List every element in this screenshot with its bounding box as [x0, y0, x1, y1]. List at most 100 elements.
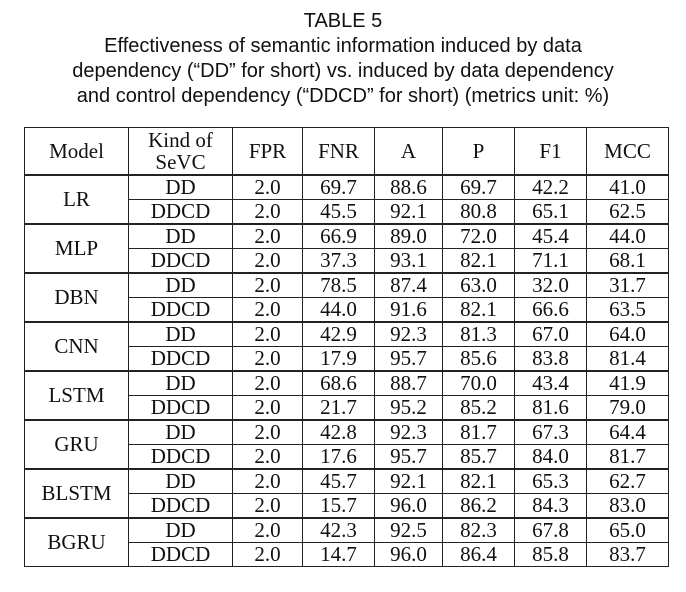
kind-cell: DD: [128, 223, 233, 249]
mcc-cell: 64.0: [586, 321, 669, 347]
a-cell: 95.7: [374, 346, 443, 372]
fpr-cell: 2.0: [232, 542, 303, 567]
mcc-cell: 62.7: [586, 468, 669, 494]
table-label: TABLE 5: [303, 10, 383, 32]
table-row: BLSTM DD 2.0 45.7 92.1 82.1 65.3 62.7: [24, 468, 669, 519]
f1-cell: 65.3: [514, 468, 587, 494]
table-row: DDCD 2.0 45.5 92.1 80.8 65.1 62.5: [25, 199, 669, 225]
fpr-cell: 2.0: [232, 419, 303, 445]
table-caption: TABLE 5 Effectiveness of semantic inform…: [0, 8, 686, 109]
mcc-cell: 41.9: [586, 370, 669, 396]
caption-line-3: and control dependency (“DDCD” for short…: [76, 85, 610, 107]
table-row: DDCD 2.0 17.6 95.7 85.7 84.0 81.7: [25, 444, 669, 470]
kind-cell: DDCD: [128, 248, 233, 274]
fnr-cell: 69.7: [302, 174, 375, 200]
f1-cell: 84.3: [514, 493, 587, 519]
fnr-cell: 21.7: [302, 395, 375, 421]
fpr-cell: 2.0: [232, 346, 303, 372]
kind-cell: DD: [128, 272, 233, 298]
p-cell: 72.0: [442, 223, 515, 249]
mcc-cell: 31.7: [586, 272, 669, 298]
fpr-cell: 2.0: [232, 493, 303, 519]
table-row: LR DD 2.0 69.7 88.6 69.7 42.2 41.0: [24, 174, 669, 225]
f1-cell: 83.8: [514, 346, 587, 372]
kind-cell: DDCD: [128, 542, 233, 567]
model-name-cell: BLSTM: [24, 468, 129, 519]
kind-cell: DD: [128, 517, 233, 543]
p-cell: 82.3: [442, 517, 515, 543]
header-kind-line-1: Kind of: [148, 128, 213, 152]
a-cell: 92.3: [374, 419, 443, 445]
mcc-cell: 62.5: [586, 199, 669, 225]
fpr-cell: 2.0: [232, 248, 303, 274]
a-cell: 95.2: [374, 395, 443, 421]
fnr-cell: 44.0: [302, 297, 375, 323]
mcc-cell: 81.4: [586, 346, 669, 372]
model-name-cell: MLP: [24, 223, 129, 274]
table-row: DDCD 2.0 44.0 91.6 82.1 66.6 63.5: [25, 297, 669, 323]
fpr-cell: 2.0: [232, 321, 303, 347]
model-name-cell: BGRU: [24, 517, 129, 567]
kind-cell: DDCD: [128, 493, 233, 519]
model-name-cell: CNN: [24, 321, 129, 372]
header-a: A: [374, 127, 443, 176]
f1-cell: 67.0: [514, 321, 587, 347]
kind-cell: DD: [128, 468, 233, 494]
fnr-cell: 66.9: [302, 223, 375, 249]
p-cell: 69.7: [442, 174, 515, 200]
model-name-cell: DBN: [24, 272, 129, 323]
mcc-cell: 68.1: [586, 248, 669, 274]
kind-cell: DD: [128, 419, 233, 445]
mcc-cell: 64.4: [586, 419, 669, 445]
mcc-cell: 65.0: [586, 517, 669, 543]
p-cell: 80.8: [442, 199, 515, 225]
fnr-cell: 45.5: [302, 199, 375, 225]
model-name-cell: GRU: [24, 419, 129, 470]
fnr-cell: 68.6: [302, 370, 375, 396]
table-row: GRU DD 2.0 42.8 92.3 81.7 67.3 64.4: [24, 419, 669, 470]
p-cell: 86.2: [442, 493, 515, 519]
fnr-cell: 78.5: [302, 272, 375, 298]
kind-cell: DDCD: [128, 395, 233, 421]
a-cell: 92.1: [374, 199, 443, 225]
p-cell: 81.7: [442, 419, 515, 445]
f1-cell: 32.0: [514, 272, 587, 298]
table-row: CNN DD 2.0 42.9 92.3 81.3 67.0 64.0: [24, 321, 669, 372]
kind-cell: DDCD: [128, 297, 233, 323]
mcc-cell: 41.0: [586, 174, 669, 200]
f1-cell: 42.2: [514, 174, 587, 200]
p-cell: 70.0: [442, 370, 515, 396]
header-kind: Kind of SeVC: [128, 127, 233, 176]
fnr-cell: 42.3: [302, 517, 375, 543]
fpr-cell: 2.0: [232, 223, 303, 249]
a-cell: 88.6: [374, 174, 443, 200]
mcc-cell: 83.7: [586, 542, 669, 567]
a-cell: 93.1: [374, 248, 443, 274]
header-row: Model Kind of SeVC FPR FNR A P F1 MCC: [24, 127, 669, 176]
f1-cell: 65.1: [514, 199, 587, 225]
fpr-cell: 2.0: [232, 395, 303, 421]
header-fnr: FNR: [302, 127, 375, 176]
p-cell: 63.0: [442, 272, 515, 298]
kind-cell: DD: [128, 321, 233, 347]
kind-cell: DD: [128, 174, 233, 200]
fnr-cell: 37.3: [302, 248, 375, 274]
a-cell: 91.6: [374, 297, 443, 323]
mcc-cell: 44.0: [586, 223, 669, 249]
kind-cell: DDCD: [128, 199, 233, 225]
model-name-cell: LSTM: [24, 370, 129, 421]
caption-line-2: dependency (“DD” for short) vs. induced …: [72, 60, 614, 82]
kind-cell: DDCD: [128, 444, 233, 470]
p-cell: 85.6: [442, 346, 515, 372]
fnr-cell: 17.6: [302, 444, 375, 470]
header-p: P: [442, 127, 515, 176]
table-row: LSTM DD 2.0 68.6 88.7 70.0 43.4 41.9: [24, 370, 669, 421]
fpr-cell: 2.0: [232, 444, 303, 470]
mcc-cell: 83.0: [586, 493, 669, 519]
f1-cell: 71.1: [514, 248, 587, 274]
f1-cell: 84.0: [514, 444, 587, 470]
a-cell: 92.1: [374, 468, 443, 494]
fnr-cell: 42.9: [302, 321, 375, 347]
fpr-cell: 2.0: [232, 297, 303, 323]
p-cell: 81.3: [442, 321, 515, 347]
